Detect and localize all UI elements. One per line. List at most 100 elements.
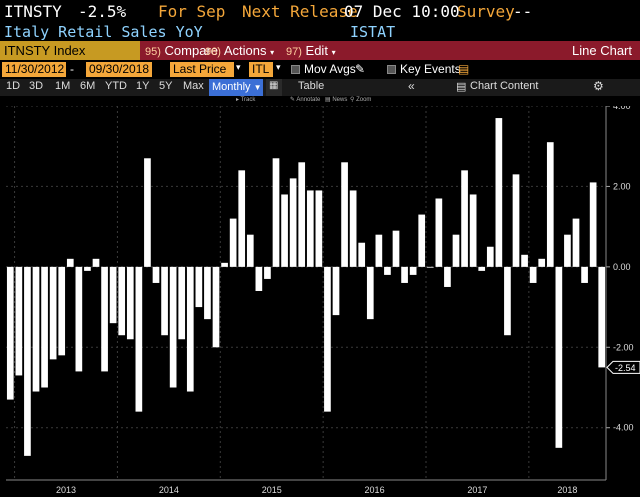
bar — [58, 266, 66, 356]
key-events-menu-icon[interactable]: ▤ — [458, 62, 470, 76]
bar — [101, 266, 108, 372]
actions-label: Actions — [223, 43, 267, 58]
bar — [264, 266, 271, 279]
ticker-symbol: ITNSTY — [4, 2, 62, 21]
bar — [341, 162, 348, 267]
y-tick-label: 2.00 — [613, 181, 631, 191]
end-date-field[interactable]: 09/30/2018 — [86, 62, 152, 77]
bar — [298, 162, 306, 267]
y-axis: -4.00 -2.00 0.00 2.00 4.00 — [605, 106, 634, 480]
bar — [32, 266, 40, 392]
period-5y[interactable]: 5Y — [159, 80, 173, 92]
annotate-tool[interactable]: ✎ Annotate — [290, 97, 321, 103]
x-tick-label: 2014 — [159, 485, 179, 495]
bar — [589, 182, 597, 267]
price-field-select[interactable]: Last Price — [170, 62, 234, 77]
survey-value: -- — [513, 2, 533, 21]
last-value-marker: -2.54 — [606, 360, 640, 374]
track-label: Track — [240, 97, 256, 103]
bar — [161, 266, 168, 336]
edit-label: Edit — [305, 43, 328, 58]
gridlines — [6, 106, 606, 480]
actions-dropdown-icon: ▾ — [270, 48, 275, 57]
bar — [246, 234, 254, 267]
bar — [358, 242, 366, 267]
settings-gear-icon[interactable]: ⚙ — [593, 79, 604, 93]
edit-dropdown-icon: ▾ — [331, 48, 336, 57]
bar — [581, 266, 588, 283]
bar — [229, 218, 237, 267]
currency-select[interactable]: ITL — [249, 62, 273, 77]
pencil-icon[interactable]: ✎ — [355, 62, 366, 76]
bar — [452, 234, 460, 267]
news-tool[interactable]: ▤ News — [325, 97, 348, 103]
survey-label: Survey — [457, 2, 515, 21]
annotate-label: Annotate — [296, 97, 321, 103]
key-events-checkbox[interactable] — [387, 65, 396, 74]
bar — [546, 142, 554, 267]
currency-dropdown-icon[interactable]: ▾ — [276, 62, 281, 72]
y-tick-label: -4.00 — [613, 423, 634, 433]
zoom-label: Zoom — [356, 97, 372, 103]
bar — [169, 266, 177, 388]
bar — [486, 246, 494, 267]
period-1d[interactable]: 1D — [6, 80, 21, 92]
bar — [66, 258, 74, 267]
last-value-label: -2.54 — [615, 363, 636, 373]
compare-number: 95) — [145, 46, 161, 58]
bar — [144, 158, 151, 267]
compare-button[interactable]: 95) Compare — [145, 43, 218, 58]
range-dash: - — [70, 62, 74, 76]
retail-sales-bar-chart[interactable]: -4.00-2.000.002.004.00 2013 2014 2015 2016 2… — [0, 106, 640, 497]
table-button[interactable]: Table — [298, 80, 325, 92]
period-max[interactable]: Max — [183, 80, 204, 92]
bar — [84, 266, 91, 271]
edit-button[interactable]: 97) Edit ▾ — [286, 43, 336, 58]
bar — [186, 266, 194, 392]
bar — [564, 234, 571, 267]
data-source: ISTAT — [350, 23, 396, 41]
chart-icon[interactable]: ▦ — [266, 79, 282, 96]
start-date-field[interactable]: 11/30/2012 — [2, 62, 66, 77]
track-tool[interactable]: ▸ Track — [236, 97, 256, 103]
bar — [366, 266, 374, 320]
bar — [152, 266, 160, 283]
bar — [41, 266, 48, 388]
actions-button[interactable]: 96) Actions ▾ — [205, 43, 274, 58]
key-events-label: Key Events — [400, 62, 461, 76]
period-1y[interactable]: 1Y — [136, 80, 150, 92]
bar — [255, 266, 263, 291]
bar — [281, 194, 288, 267]
bar — [195, 266, 203, 308]
bar — [521, 254, 528, 267]
bar — [469, 194, 477, 267]
bar — [49, 266, 57, 360]
zoom-tool[interactable]: ⚲ Zoom — [350, 97, 372, 103]
bar — [221, 262, 228, 267]
price-field-dropdown-icon[interactable]: ▾ — [236, 62, 241, 72]
bar — [178, 266, 186, 340]
period-ytd[interactable]: YTD — [105, 80, 127, 92]
bar — [238, 170, 246, 267]
frequency-label: Monthly — [212, 81, 251, 93]
y-tick-label: -2.00 — [613, 342, 634, 352]
security-field[interactable]: ITNSTY Index — [0, 41, 140, 60]
chart-content-button[interactable]: Chart Content — [470, 80, 539, 92]
period-6m[interactable]: 6M — [80, 80, 96, 92]
next-release-value: 07 Dec 10:00 — [344, 2, 460, 21]
period-3d[interactable]: 3D — [29, 80, 44, 92]
x-tick-label: 2013 — [56, 485, 76, 495]
bar — [315, 190, 323, 267]
bar — [306, 190, 314, 267]
bar — [118, 266, 126, 336]
bar — [529, 266, 537, 283]
range-bar: 11/30/2012 - 09/30/2018 Last Price ▾ ITL… — [0, 60, 640, 79]
bar — [332, 266, 340, 316]
chart-content-icon[interactable]: ▤ — [456, 81, 467, 93]
collapse-icon[interactable]: « — [408, 79, 415, 93]
frequency-select[interactable]: Monthly ▼ — [209, 79, 263, 96]
mov-avgs-checkbox[interactable] — [291, 65, 300, 74]
period-1m[interactable]: 1M — [55, 80, 71, 92]
security-field-label: ITNSTY Index — [4, 43, 86, 58]
bar — [426, 266, 434, 268]
